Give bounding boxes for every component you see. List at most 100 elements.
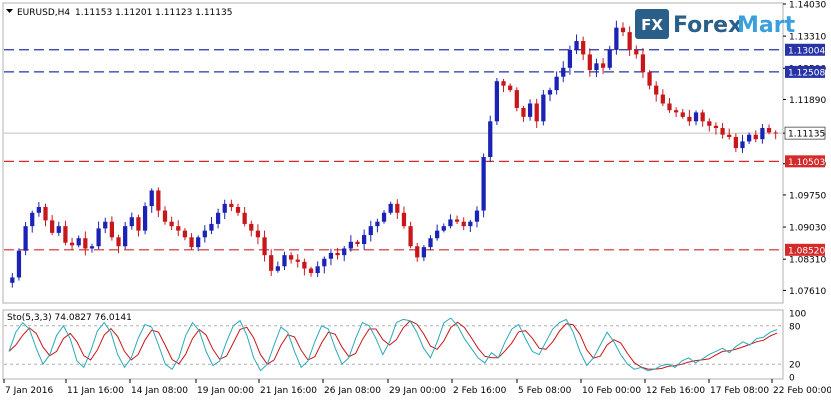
candle-body-24: [169, 221, 174, 227]
current-price-label: 1.11135: [788, 130, 825, 140]
level-tag-0: [785, 43, 825, 56]
candle-body-12: [89, 246, 95, 249]
candle-body-6: [50, 220, 55, 233]
candle-body-28: [196, 237, 201, 248]
candle-body-85: [574, 41, 579, 50]
time-tick-label-0: 7 Jan 2016: [5, 386, 53, 396]
candle-body-44: [302, 261, 307, 269]
candle-body-50: [342, 248, 347, 256]
logo-badge: [635, 9, 669, 39]
candle-body-100: [673, 110, 679, 113]
horizontal-levels: [4, 49, 782, 251]
candle-body-2: [23, 226, 28, 251]
level-tag-label-2: 1.10503: [788, 158, 825, 168]
symbol-label: EURUSD,H4: [17, 8, 70, 18]
candle-body-64: [435, 230, 440, 239]
indicator-panel-frame: [2, 309, 784, 380]
candle-body-111: [747, 134, 752, 142]
time-tick-label-10: 12 Feb 16:00: [646, 386, 705, 396]
candle-body-84: [567, 49, 573, 68]
candle-body-89: [600, 63, 606, 68]
candle-body-33: [229, 203, 234, 207]
candle-body-18: [129, 217, 134, 227]
current-price-tag: [784, 126, 826, 140]
candle-body-16: [116, 237, 121, 247]
candle-body-83: [561, 67, 566, 77]
candle-body-60: [408, 226, 413, 247]
time-tick-label-7: 2 Feb 16:00: [453, 386, 507, 396]
candle-body-92: [620, 27, 626, 33]
candle-body-90: [607, 49, 612, 68]
candle-body-29: [202, 230, 207, 238]
candle-body-1: [16, 250, 22, 278]
candle-body-47: [322, 258, 327, 267]
candle-body-91: [614, 27, 619, 50]
candle-body-26: [182, 230, 188, 238]
candle-body-113: [760, 128, 765, 140]
candle-body-73: [494, 81, 500, 122]
candle-body-19: [136, 217, 141, 231]
candle-body-101: [680, 112, 685, 117]
stochastic-axis: 100 80 20 0: [789, 310, 806, 384]
time-tick-label-11: 17 Feb 08:00: [710, 386, 769, 396]
price-tick-label-1: 1.13310: [789, 33, 826, 43]
stoch-tick-label-20: 20: [789, 361, 801, 371]
candle-body-41: [282, 255, 287, 267]
level-tag-2: [785, 155, 825, 168]
price-tick-label-6: 1.09750: [789, 191, 826, 201]
price-tick-label-3: 1.11890: [789, 96, 826, 106]
candle-body-17: [123, 226, 128, 247]
candle-body-62: [421, 247, 426, 258]
candle-body-31: [215, 212, 221, 224]
candle-body-65: [441, 226, 446, 231]
candle-body-27: [189, 237, 194, 248]
candle-body-0: [10, 277, 15, 283]
candle-body-55: [375, 221, 380, 227]
ohlc-readout: 1.11153 1.11201 1.11123 1.11135: [75, 8, 232, 18]
candle-body-9: [69, 242, 75, 246]
candle-body-76: [514, 90, 519, 108]
price-tags: 1.13004 1.12508 1.10503 1.08520 1.11135: [784, 43, 826, 256]
candle-body-97: [654, 85, 659, 95]
candle-series: [10, 20, 778, 288]
candle-body-104: [700, 112, 705, 122]
time-tick-label-12: 22 Feb 00:00: [773, 386, 831, 396]
candle-body-99: [667, 103, 672, 111]
candle-body-94: [634, 49, 639, 55]
level-tag-3: [785, 243, 825, 256]
candle-body-106: [713, 125, 719, 129]
level-tag-1: [785, 65, 825, 78]
candle-body-114: [766, 128, 772, 133]
candle-body-59: [401, 212, 407, 227]
stoch-tick-label-80: 80: [789, 322, 801, 332]
candle-body-81: [547, 90, 553, 95]
candle-body-49: [335, 252, 340, 256]
candle-body-105: [707, 121, 712, 126]
forexmart-logo: FX Forex Mart: [635, 9, 796, 39]
candle-body-93: [627, 32, 632, 50]
candle-body-77: [521, 107, 526, 117]
candle-body-79: [534, 103, 539, 122]
price-tick-label-8: 1.08310: [789, 256, 826, 266]
time-tick-label-4: 21 Jan 16:00: [260, 386, 317, 396]
candle-body-51: [348, 241, 353, 249]
candle-body-3: [30, 212, 35, 227]
time-tick-label-6: 29 Jan 00:00: [389, 386, 446, 396]
candle-body-22: [156, 190, 161, 211]
candle-body-57: [388, 203, 393, 213]
candle-body-42: [288, 255, 294, 260]
dropdown-triangle-icon[interactable]: [6, 9, 13, 13]
candle-body-112: [753, 134, 758, 140]
candle-body-95: [640, 54, 646, 73]
candle-body-74: [501, 81, 506, 86]
candle-body-103: [693, 112, 699, 122]
candle-body-13: [96, 228, 101, 247]
indicator-title: Sto(5,3,3) 74.0827 76.0141: [7, 313, 132, 323]
price-panel-frame: [2, 2, 784, 304]
time-axis: 7 Jan 2016 11 Jan 16:00 14 Jan 08:00 19 Jan…: [3, 379, 831, 396]
candle-body-54: [368, 226, 373, 236]
candle-body-70: [474, 210, 480, 222]
candle-body-38: [262, 237, 267, 256]
